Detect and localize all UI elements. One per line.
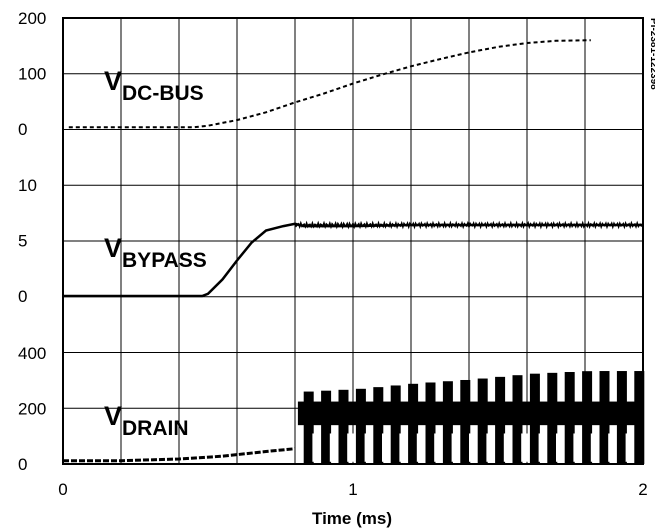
drain-gap	[625, 433, 634, 462]
drain-gap	[556, 433, 564, 462]
drain-pulse	[599, 371, 610, 464]
drain-pulse	[477, 378, 488, 464]
drain-pulse	[408, 383, 419, 464]
drain-pulse	[303, 391, 314, 464]
drain-pulse	[547, 372, 558, 464]
drain-gap	[416, 433, 425, 462]
drain-gap	[451, 433, 460, 462]
drain-gap	[486, 433, 495, 462]
drain-gap	[590, 433, 599, 462]
drain-gap	[364, 433, 373, 462]
y-tick-label: 0	[18, 120, 27, 139]
drain-pulse	[373, 387, 384, 464]
labels: 0 1 2 0 100 200 VDC-BUS 0 5 10 VBYPASS 0 200 400 VDRAI…	[18, 9, 648, 499]
series-noise	[294, 220, 643, 230]
drain-pulse	[338, 389, 349, 464]
drain-gap	[347, 433, 356, 462]
drain-pulse	[512, 375, 523, 464]
drain-gap	[503, 433, 512, 462]
drain-pulse	[425, 382, 436, 464]
drain-gap	[521, 433, 530, 462]
y-tick-label: 10	[18, 176, 37, 195]
series-label: VDC-BUS	[104, 66, 204, 105]
series-label: VDRAIN	[104, 401, 189, 440]
drain-pulse	[616, 371, 627, 464]
drain-gap	[573, 433, 582, 462]
drain-gap	[608, 433, 617, 462]
drain-pulse	[442, 381, 453, 464]
drain-pulse	[634, 371, 645, 464]
y-tick-label: 100	[18, 65, 46, 84]
series-line	[68, 39, 591, 129]
drain-pulse	[321, 390, 332, 464]
traces	[63, 39, 645, 464]
drain-gap	[538, 433, 547, 462]
y-tick-label: 0	[18, 455, 27, 474]
y-tick-label: 200	[18, 9, 46, 28]
x-tick-label: 2	[638, 480, 647, 499]
drain-gap	[329, 433, 338, 462]
drain-gap	[434, 433, 443, 462]
y-tick-label: 0	[18, 287, 27, 306]
series-label: VBYPASS	[104, 233, 207, 272]
drain-pulse	[460, 379, 471, 464]
drain-pulse	[582, 371, 593, 464]
x-tick-label: 1	[348, 480, 357, 499]
drain-pulse	[495, 376, 506, 464]
doc-id-label: PI-2381-122398	[648, 18, 655, 90]
x-axis-label: Time (ms)	[312, 509, 392, 528]
drain-pulse	[529, 373, 540, 464]
drain-pulse	[355, 388, 366, 464]
drain-gap	[399, 433, 408, 462]
y-tick-label: 5	[18, 232, 27, 251]
x-tick-label: 0	[58, 480, 67, 499]
plot-frame	[62, 17, 644, 465]
drain-gap	[382, 433, 390, 462]
grid	[63, 18, 643, 464]
drain-pulse	[564, 372, 575, 464]
y-tick-label: 200	[18, 400, 46, 419]
drain-gap	[469, 433, 477, 462]
drain-gap	[312, 433, 321, 462]
y-tick-label: 400	[18, 344, 46, 363]
drain-ramp	[63, 447, 296, 463]
drain-pulse	[390, 385, 401, 464]
